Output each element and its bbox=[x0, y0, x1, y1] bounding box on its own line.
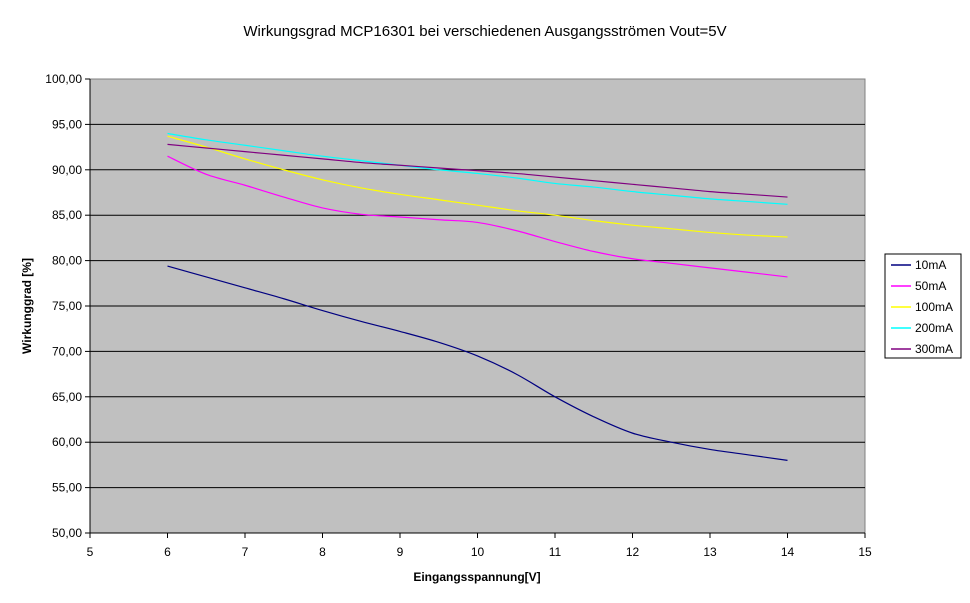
series-line-100mA bbox=[167, 135, 788, 238]
x-tick-label: 5 bbox=[87, 545, 94, 559]
x-tick-label: 12 bbox=[626, 545, 640, 559]
y-tick-label: 70,00 bbox=[52, 344, 82, 358]
legend-label-300mA: 300mA bbox=[915, 342, 953, 356]
gridlines bbox=[90, 123, 865, 489]
series-line-300mA bbox=[167, 143, 788, 198]
x-tick-label: 10 bbox=[471, 545, 485, 559]
series-line-10mA bbox=[167, 265, 788, 461]
y-tick-label: 55,00 bbox=[52, 481, 82, 495]
y-tick-label: 85,00 bbox=[52, 208, 82, 222]
x-tick-label: 9 bbox=[397, 545, 404, 559]
series-lines bbox=[167, 132, 788, 461]
x-tick-label: 11 bbox=[549, 545, 562, 559]
series-line-200mA bbox=[167, 132, 788, 205]
axes: 50,00 55,00 60,00 65,00 70,00 75,00 80,00 85,00… bbox=[45, 72, 872, 559]
y-tick-label: 90,00 bbox=[52, 163, 82, 177]
legend: 10mA 50mA 100mA 200mA 300mA bbox=[884, 253, 962, 359]
x-tick-label: 13 bbox=[703, 545, 717, 559]
y-tick-label: 80,00 bbox=[52, 254, 82, 268]
legend-label-50mA: 50mA bbox=[915, 279, 946, 293]
chart-title: Wirkungsgrad MCP16301 bei verschiedenen … bbox=[243, 23, 726, 40]
x-tick-label: 7 bbox=[242, 545, 249, 559]
x-tick-label: 15 bbox=[858, 545, 872, 559]
y-tick-label: 100,00 bbox=[45, 72, 82, 86]
x-tick-label: 8 bbox=[319, 545, 326, 559]
y-tick-label: 95,00 bbox=[52, 117, 82, 131]
y-tick-label: 50,00 bbox=[52, 526, 82, 540]
y-tick-label: 60,00 bbox=[52, 435, 82, 449]
y-tick-label: 65,00 bbox=[52, 390, 82, 404]
x-tick-label: 6 bbox=[164, 545, 171, 559]
legend-label-200mA: 200mA bbox=[915, 321, 953, 335]
legend-label-10mA: 10mA bbox=[915, 258, 946, 272]
legend-label-100mA: 100mA bbox=[915, 300, 953, 314]
legend-box bbox=[884, 253, 962, 359]
y-tick-label: 75,00 bbox=[52, 299, 82, 313]
series-line-50mA bbox=[167, 155, 788, 278]
x-tick-label: 14 bbox=[781, 545, 795, 559]
x-axis-title: Eingangsspannung[V] bbox=[413, 570, 540, 584]
y-axis-title: Wirkunggrad [%] bbox=[20, 258, 34, 354]
